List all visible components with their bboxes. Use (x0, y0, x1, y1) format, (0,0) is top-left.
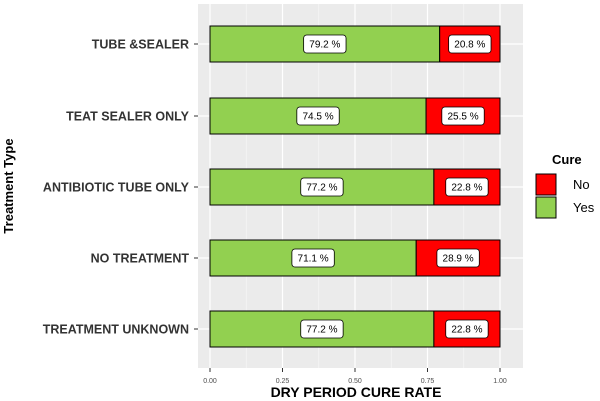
legend-label: Yes (573, 200, 595, 215)
data-label: 77.2 % (306, 183, 337, 194)
x-tick-label: 0.00 (203, 378, 217, 385)
data-label: 20.8 % (454, 40, 485, 51)
data-labels-layer: 79.2 % 20.8 % 74.5 % 25.5 % 77.2 % 22.8 % 71.1… (291, 34, 492, 339)
data-label: 79.2 % (309, 40, 340, 51)
y-axis: TUBE &SEALER TEAT SEALER ONLY ANTIBIOTIC T… (43, 38, 198, 337)
data-label-box (291, 248, 335, 268)
data-label: 77.2 % (306, 325, 337, 336)
data-label: 25.5 % (447, 112, 478, 123)
legend-key-no (535, 173, 557, 196)
x-tick-label: 0.75 (421, 378, 435, 385)
data-label: 28.9 % (443, 254, 474, 265)
y-tick-label: TREATMENT UNKNOWN (43, 323, 189, 337)
x-axis-title: DRY PERIOD CURE RATE (271, 384, 442, 400)
x-tick-label: 1.00 (493, 378, 507, 385)
y-axis-title: Treatment Type (1, 138, 16, 233)
x-tick-label: 0.50 (348, 378, 362, 385)
data-label-box (445, 177, 489, 197)
data-label-box (300, 177, 344, 197)
legend-label: No (573, 177, 590, 192)
data-label-box (303, 34, 347, 54)
data-label-box (441, 106, 485, 126)
y-tick-label: NO TREATMENT (91, 252, 190, 266)
data-label-box (296, 106, 340, 126)
y-tick-label: TEAT SEALER ONLY (66, 110, 190, 124)
y-tick-label: ANTIBIOTIC TUBE ONLY (43, 181, 190, 195)
y-tick-label: TUBE &SEALER (92, 38, 189, 52)
x-axis: 0.00 0.25 0.50 0.75 1.00 (203, 368, 507, 385)
legend-key-yes (535, 196, 557, 219)
data-label: 71.1 % (298, 254, 329, 265)
data-label: 74.5 % (302, 112, 333, 123)
x-tick-label: 0.25 (276, 378, 290, 385)
data-label-box (436, 248, 480, 268)
data-label-box (300, 319, 344, 339)
data-label-box (445, 319, 489, 339)
data-label-box (448, 34, 492, 54)
bar-no (415, 239, 501, 277)
data-label: 22.8 % (451, 325, 482, 336)
legend: Cure No Yes (535, 152, 595, 219)
legend-title: Cure (552, 152, 582, 167)
data-label: 22.8 % (451, 183, 482, 194)
